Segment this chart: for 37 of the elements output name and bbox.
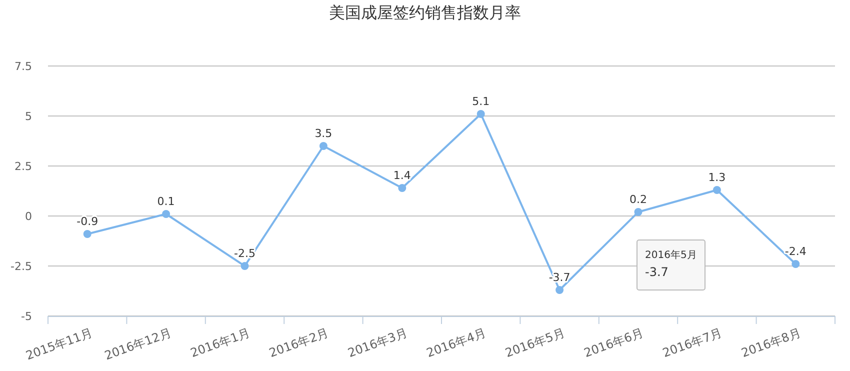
- point: [556, 286, 564, 294]
- y-tick-label: -5: [21, 310, 32, 323]
- point: [712, 186, 721, 194]
- x-tick-label: 2016年3月: [346, 326, 410, 360]
- y-tick-label: 5: [25, 110, 32, 123]
- x-tick-label: 2016年7月: [660, 326, 724, 360]
- x-tick-label: 2016年5月: [503, 326, 567, 360]
- x-tick-label: 2016年8月: [739, 326, 803, 360]
- y-tick-label: 2.5: [14, 160, 32, 173]
- y-tick-label: -2.5: [10, 260, 32, 273]
- data-label: 1.4: [393, 169, 411, 182]
- data-label: 0.1: [157, 195, 175, 208]
- point: [476, 110, 485, 118]
- point: [319, 142, 328, 150]
- annotation: -3.7: [645, 265, 668, 279]
- x-tick-label: 2016年6月: [582, 326, 646, 360]
- annotation: 2016年5月: [645, 249, 697, 261]
- data-label: 0.2: [630, 193, 647, 206]
- data-label: -2.4: [784, 245, 806, 258]
- x-tick-label: 2015年11月: [24, 326, 94, 363]
- point: [240, 262, 249, 270]
- chart-title: 美国成屋签约销售指数月率: [329, 3, 521, 22]
- point: [398, 184, 406, 192]
- point: [792, 260, 800, 268]
- x-tick-label: 2016年4月: [424, 326, 488, 360]
- y-tick-label: 0: [25, 210, 32, 223]
- x-tick-label: 2016年12月: [102, 326, 174, 363]
- data-label: 5.1: [472, 95, 490, 108]
- y-tick-label: 7.5: [14, 60, 32, 73]
- point: [83, 230, 92, 238]
- x-tick-label: 2016年1月: [188, 326, 252, 360]
- data-label: 1.3: [708, 171, 726, 184]
- point: [162, 210, 170, 218]
- x-tick-label: 2016年2月: [267, 326, 330, 360]
- data-label: -0.9: [76, 215, 98, 228]
- data-label: 3.5: [314, 127, 332, 140]
- point: [634, 208, 642, 216]
